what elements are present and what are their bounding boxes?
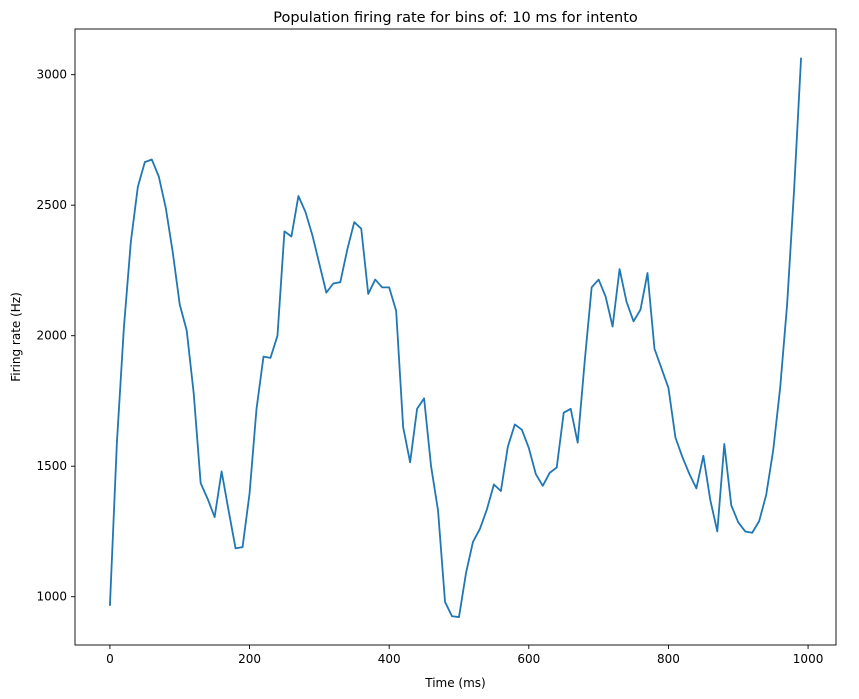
y-tick-label: 1000 <box>36 590 67 604</box>
y-axis-label: Firing rate (Hz) <box>9 292 23 382</box>
x-tick-label: 200 <box>238 652 261 666</box>
plot-frame <box>74 28 837 646</box>
chart-title: Population firing rate for bins of: 10 m… <box>273 10 638 26</box>
firing-rate-line <box>109 57 802 618</box>
x-axis-label: Time (ms) <box>424 676 486 690</box>
x-tick-label: 600 <box>517 652 540 666</box>
x-tick-label: 800 <box>657 652 680 666</box>
x-tick-label: 0 <box>106 652 114 666</box>
x-tick-label: 1000 <box>793 652 824 666</box>
y-tick-label: 3000 <box>36 68 67 82</box>
x-tick-label: 400 <box>378 652 401 666</box>
y-tick-label: 1500 <box>36 459 67 473</box>
y-tick-label: 2000 <box>36 329 67 343</box>
y-tick-label: 2500 <box>36 198 67 212</box>
